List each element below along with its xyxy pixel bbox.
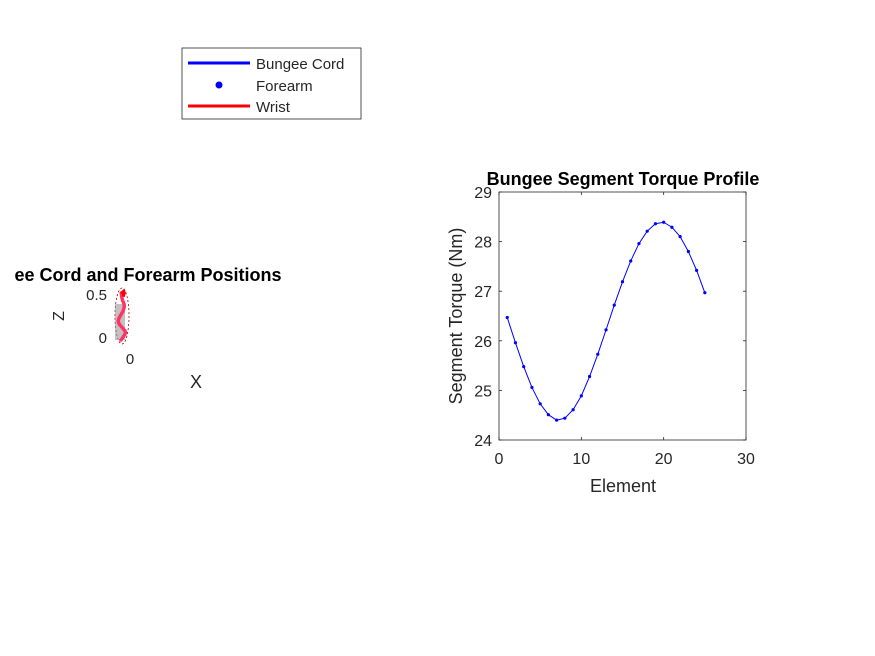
x-tick-label-0: 0 — [126, 351, 134, 368]
torque-point — [670, 225, 674, 229]
torque-point — [703, 291, 707, 295]
legend-swatch-forearm — [215, 81, 223, 89]
torque-point — [571, 408, 575, 412]
torque-point — [604, 328, 608, 332]
torque-point — [612, 303, 616, 307]
torque-point — [620, 280, 625, 284]
torque-chart-title: Bungee Segment Torque Profile — [487, 169, 760, 189]
torque-point — [695, 268, 699, 272]
torque-x-axis-label: Element — [590, 476, 656, 496]
torque-point — [522, 364, 526, 369]
torque-point — [505, 315, 509, 320]
torque-marks — [505, 220, 707, 422]
x-tick-label: 30 — [737, 451, 755, 468]
legend-label-forearm: Forearm — [256, 78, 313, 95]
y-tick-label: 26 — [474, 334, 492, 351]
wrist-line — [120, 288, 126, 298]
torque-chart: Bungee Segment Torque Profile Element Se… — [446, 169, 759, 496]
positions-chart-title: ee Cord and Forearm Positions — [14, 265, 281, 285]
torque-point — [513, 341, 518, 345]
y-tick-label: 24 — [474, 433, 492, 450]
torque-point — [686, 249, 690, 254]
torque-point — [662, 220, 666, 224]
torque-point — [678, 235, 682, 239]
torque-point — [563, 416, 567, 420]
x-axis-label: X — [190, 372, 202, 392]
positions-chart: ee Cord and Forearm Positions 0.5 0 Z 0 … — [14, 265, 281, 392]
z-tick-label-0: 0 — [99, 330, 107, 347]
torque-point — [538, 402, 542, 406]
torque-point — [579, 394, 583, 398]
wrist-path-outline — [114, 287, 130, 345]
torque-plot-area — [498, 191, 747, 441]
legend-label-wrist: Wrist — [256, 99, 291, 116]
legend: Bungee Cord Forearm Wrist — [181, 47, 362, 120]
z-tick-label-0.5: 0.5 — [86, 287, 107, 304]
x-tick-label: 0 — [495, 451, 504, 468]
torque-point — [645, 229, 649, 233]
torque-point — [629, 259, 633, 263]
torque-point — [555, 418, 559, 422]
y-tick-label: 29 — [474, 185, 492, 202]
torque-point — [596, 352, 600, 356]
y-tick-label: 25 — [474, 383, 492, 400]
torque-y-axis-label: Segment Torque (Nm) — [446, 228, 466, 405]
positions-marks — [116, 288, 128, 342]
torque-axes: 0 10 20 30 24 25 26 27 28 29 — [474, 185, 755, 468]
torque-point — [587, 374, 592, 379]
torque-point — [546, 413, 551, 417]
x-tick-label: 20 — [655, 451, 673, 468]
torque-point — [653, 222, 658, 226]
torque-point — [637, 241, 641, 246]
torque-point — [530, 385, 534, 390]
z-axis-label: Z — [51, 311, 68, 321]
y-tick-label: 27 — [474, 284, 492, 301]
x-tick-label: 10 — [572, 451, 590, 468]
legend-label-bungee-cord: Bungee Cord — [256, 56, 344, 73]
y-tick-label: 28 — [474, 235, 492, 252]
